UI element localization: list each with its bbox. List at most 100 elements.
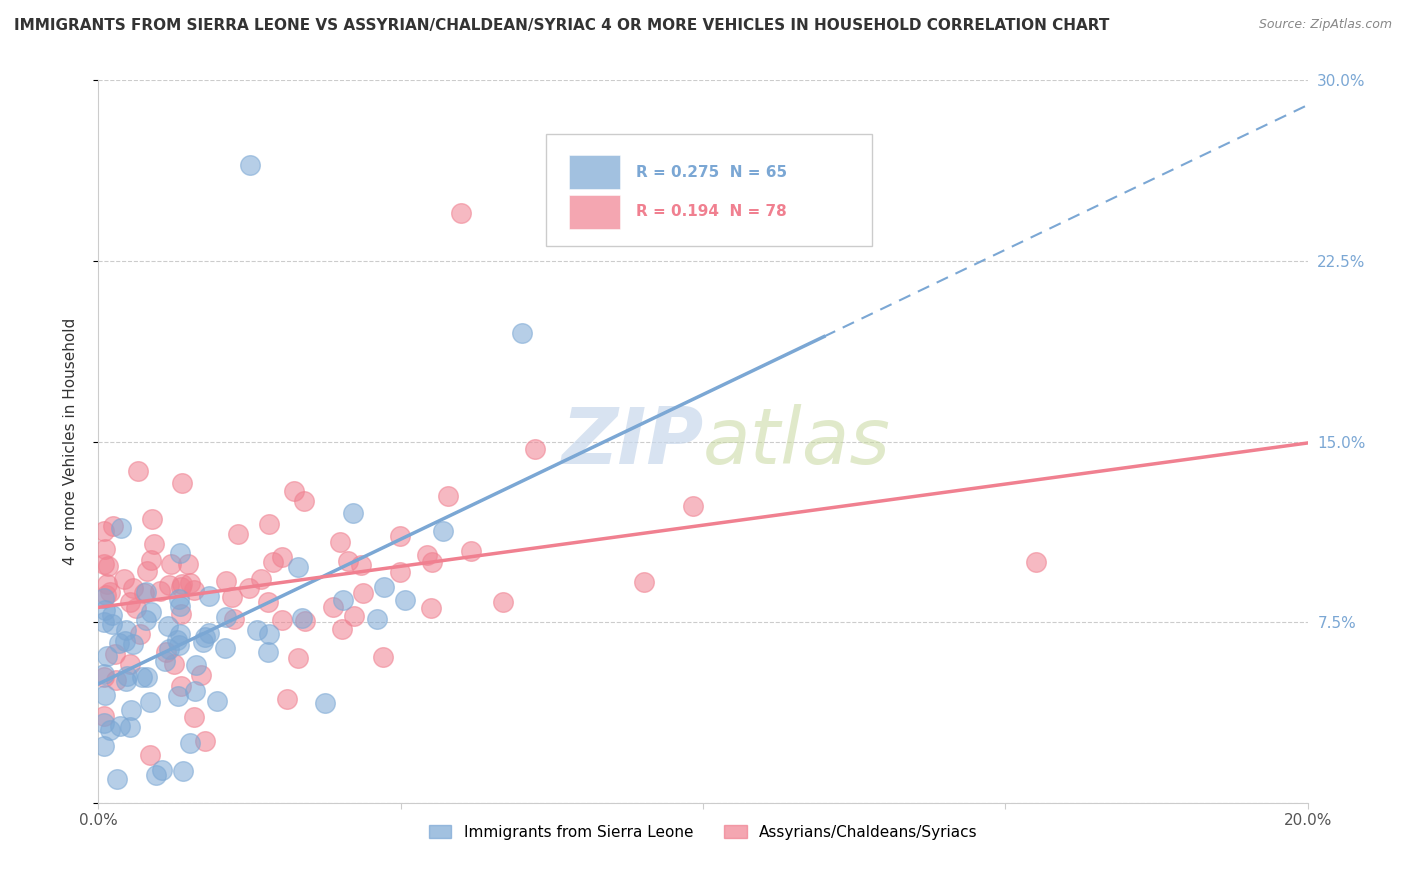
Point: [184, 684, 207, 698]
Point: [108, 719, 131, 733]
Point: [128, 627, 150, 641]
Point: [94, 541, 117, 556]
Point: [93, 615, 115, 629]
Point: [120, 657, 142, 672]
Point: [172, 764, 194, 779]
Point: [139, 695, 162, 709]
Point: [136, 564, 159, 578]
Point: [183, 710, 205, 724]
Point: [167, 639, 190, 653]
Point: [120, 595, 142, 609]
Point: [342, 507, 364, 521]
Point: [100, 616, 122, 631]
Point: [166, 632, 188, 647]
Point: [98, 723, 121, 738]
Point: [682, 499, 704, 513]
Point: [136, 670, 159, 684]
Point: [107, 636, 129, 650]
Point: [152, 763, 174, 777]
Point: [352, 586, 374, 600]
Point: [93, 603, 115, 617]
Point: [170, 607, 193, 622]
Point: [115, 624, 138, 638]
Point: [93, 524, 115, 539]
Point: [162, 657, 184, 672]
Point: [149, 583, 172, 598]
Point: [205, 694, 228, 708]
Point: [1024, 555, 1046, 569]
Point: [177, 557, 200, 571]
Point: [93, 557, 115, 571]
Point: [114, 634, 136, 648]
Point: [276, 691, 298, 706]
FancyBboxPatch shape: [546, 135, 872, 246]
Point: [155, 644, 177, 658]
Point: [246, 624, 269, 638]
Point: [262, 555, 284, 569]
Point: [170, 475, 193, 490]
Point: [214, 641, 236, 656]
Point: [159, 557, 181, 571]
Point: [179, 576, 201, 591]
Point: [492, 595, 515, 609]
Point: [118, 720, 141, 734]
Point: [322, 599, 344, 614]
Point: [350, 558, 373, 573]
Point: [224, 612, 246, 626]
Point: [97, 559, 120, 574]
Point: [170, 576, 193, 591]
Point: [291, 611, 314, 625]
Point: [460, 544, 482, 558]
Point: [329, 534, 352, 549]
Point: [416, 549, 439, 563]
Point: [330, 622, 353, 636]
Point: [169, 599, 191, 613]
Point: [332, 592, 354, 607]
Point: [170, 580, 193, 594]
Point: [94, 688, 117, 702]
Point: [214, 574, 236, 588]
Point: [190, 668, 212, 682]
Point: [420, 601, 443, 615]
Point: [112, 573, 135, 587]
Point: [179, 736, 201, 750]
Point: [100, 608, 122, 623]
Text: R = 0.194  N = 78: R = 0.194 N = 78: [637, 204, 787, 219]
Point: [250, 572, 273, 586]
Point: [122, 582, 145, 596]
Point: [257, 645, 280, 659]
Point: [103, 519, 125, 533]
Point: [371, 650, 394, 665]
Point: [120, 703, 142, 717]
Point: [191, 635, 214, 649]
Point: [157, 578, 180, 592]
Point: [167, 592, 190, 607]
Point: [135, 613, 157, 627]
Point: [271, 613, 294, 627]
Point: [132, 585, 155, 599]
Point: [633, 574, 655, 589]
Point: [131, 670, 153, 684]
Point: [198, 589, 221, 603]
Point: [93, 708, 115, 723]
Text: atlas: atlas: [703, 403, 891, 480]
Point: [437, 489, 460, 503]
Point: [139, 747, 162, 762]
Point: [169, 627, 191, 641]
Point: [135, 585, 157, 599]
Point: [93, 739, 115, 753]
Point: [215, 610, 238, 624]
Text: IMMIGRANTS FROM SIERRA LEONE VS ASSYRIAN/CHALDEAN/SYRIAC 4 OR MORE VEHICLES IN H: IMMIGRANTS FROM SIERRA LEONE VS ASSYRIAN…: [14, 18, 1109, 33]
Point: [145, 767, 167, 781]
Point: [314, 697, 336, 711]
Point: [194, 733, 217, 747]
Text: Source: ZipAtlas.com: Source: ZipAtlas.com: [1258, 18, 1392, 31]
Point: [153, 654, 176, 668]
Point: [343, 608, 366, 623]
Point: [93, 591, 115, 606]
Point: [239, 157, 262, 171]
Point: [98, 584, 121, 599]
Point: [256, 595, 278, 609]
Point: [259, 627, 281, 641]
Point: [270, 549, 292, 564]
